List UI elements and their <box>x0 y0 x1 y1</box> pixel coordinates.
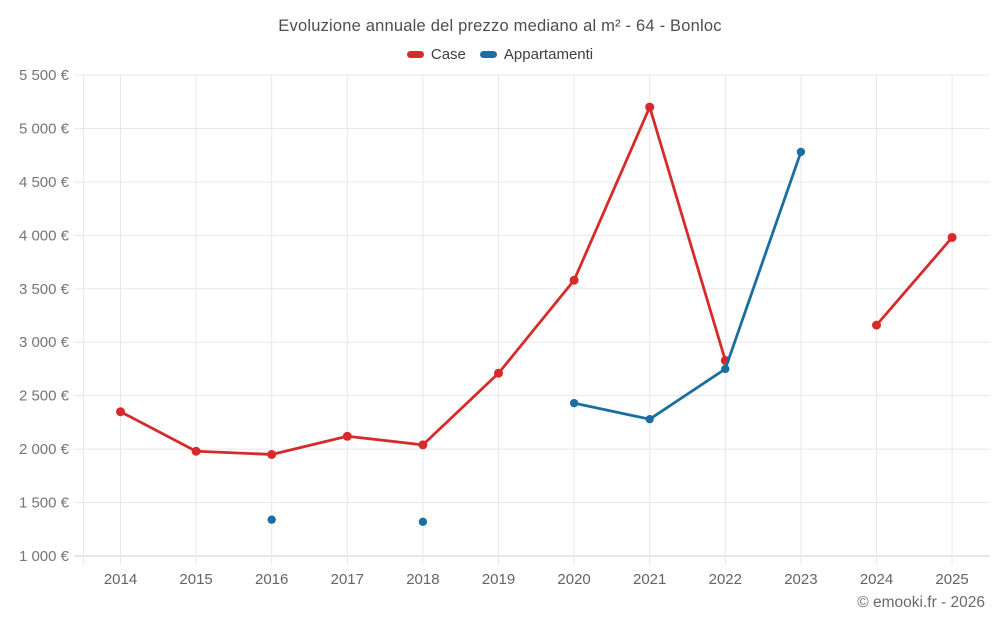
case-point-2017[interactable] <box>342 431 352 441</box>
appartamenti-point-2018[interactable] <box>418 517 428 526</box>
y-tick-label: 1 000 € <box>19 548 70 565</box>
appartamenti-point-2020[interactable] <box>569 398 579 408</box>
y-tick-label: 3 500 € <box>19 281 70 298</box>
x-tick-label: 2020 <box>557 571 590 588</box>
case-point-2024[interactable] <box>872 320 881 330</box>
y-tick-label: 3 000 € <box>19 334 70 351</box>
case-point-2018[interactable] <box>418 440 428 450</box>
legend-item-appartamenti[interactable]: Appartamenti <box>479 46 594 63</box>
legend-item-case[interactable]: Case <box>406 46 466 63</box>
x-tick-label: 2025 <box>935 571 968 588</box>
appartamenti-point-2023[interactable] <box>796 147 806 157</box>
x-tick-label: 2018 <box>406 571 439 588</box>
appartamenti-point-2022[interactable] <box>721 364 730 374</box>
y-tick-label: 5 000 € <box>19 120 70 137</box>
x-tick-label: 2015 <box>179 571 212 588</box>
appartamenti-line <box>572 150 803 421</box>
case-point-2021[interactable] <box>645 102 655 112</box>
appartamenti-legend-swatch-icon <box>479 51 497 58</box>
chart-legend: Case Appartamenti <box>0 46 1000 63</box>
y-tick-label: 2 000 € <box>19 441 70 458</box>
x-tick-label: 2014 <box>104 571 137 588</box>
case-line <box>875 236 954 327</box>
x-tick-label: 2023 <box>784 571 817 588</box>
case-point-2016[interactable] <box>267 449 277 459</box>
case-legend-swatch-icon <box>406 51 424 58</box>
x-tick-label: 2022 <box>709 571 742 588</box>
case-point-2020[interactable] <box>569 275 579 285</box>
y-tick-label: 4 000 € <box>19 227 70 244</box>
x-tick-label: 2017 <box>331 571 364 588</box>
chart-title: Evoluzione annuale del prezzo mediano al… <box>278 17 722 35</box>
appartamenti-point-2021[interactable] <box>645 414 654 424</box>
legend-label-case: Case <box>430 46 466 63</box>
x-tick-label: 2016 <box>255 571 288 588</box>
x-tick-label: 2021 <box>633 571 666 588</box>
appartamenti-point-2016[interactable] <box>267 515 276 524</box>
y-tick-label: 1 500 € <box>19 495 70 512</box>
y-tick-label: 5 500 € <box>19 67 70 84</box>
case-point-2025[interactable] <box>947 232 957 242</box>
x-tick-label: 2024 <box>860 571 893 588</box>
y-tick-label: 2 500 € <box>19 388 70 405</box>
case-point-2015[interactable] <box>191 446 201 456</box>
case-point-2019[interactable] <box>494 368 503 378</box>
y-tick-label: 4 500 € <box>19 174 70 191</box>
legend-label-appartamenti: Appartamenti <box>503 46 594 63</box>
x-tick-label: 2019 <box>482 571 515 588</box>
copyright-credit: © emooki.fr - 2026 <box>857 594 985 611</box>
case-point-2014[interactable] <box>116 407 125 417</box>
